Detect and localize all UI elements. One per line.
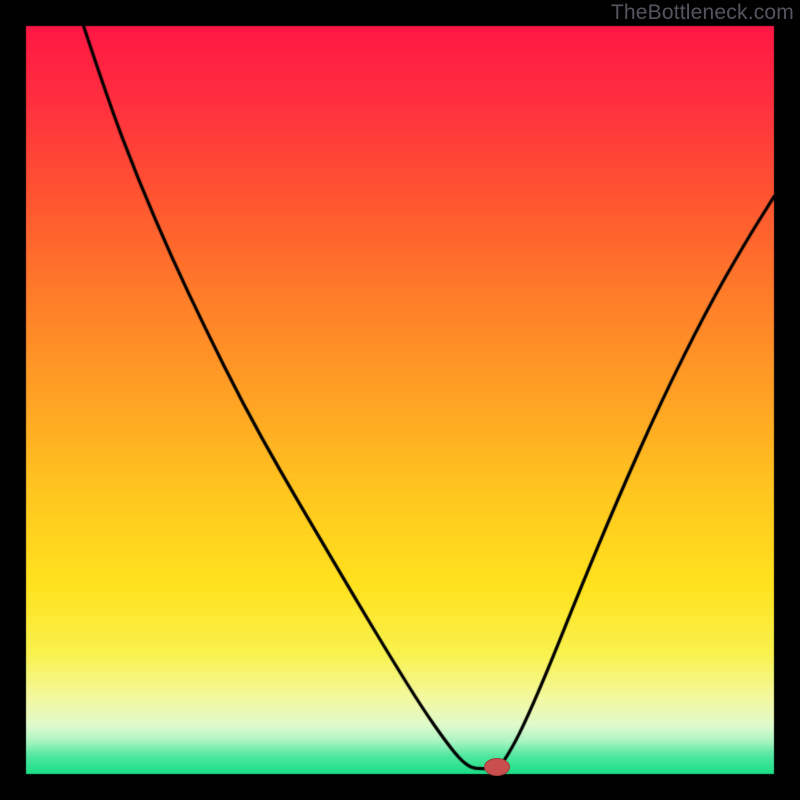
chart-canvas — [0, 0, 800, 800]
watermark-text: TheBottleneck.com — [611, 1, 794, 25]
